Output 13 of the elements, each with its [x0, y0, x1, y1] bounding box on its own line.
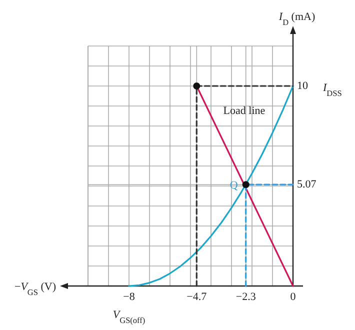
y-tick-label: 10 [297, 80, 308, 92]
line-series [128, 85, 294, 287]
annotation: Load line [223, 105, 266, 117]
x-tick-label: −2.3 [236, 291, 256, 303]
x-tick-label: −8 [123, 291, 136, 303]
y-tick-label: 5.07 [297, 178, 317, 191]
annotation: Q [230, 180, 238, 192]
annotation: I$_{DSS}$ [322, 82, 342, 98]
y-axis-title: I$_{D}$ (mA) [278, 11, 316, 26]
x-tick-label: −4.7 [186, 291, 208, 303]
x-axis-title: −V$_{GS}$ (V) [14, 281, 56, 296]
x-tick-label: 0 [290, 291, 296, 303]
text: V$_{GS(off)}$ [112, 309, 146, 324]
